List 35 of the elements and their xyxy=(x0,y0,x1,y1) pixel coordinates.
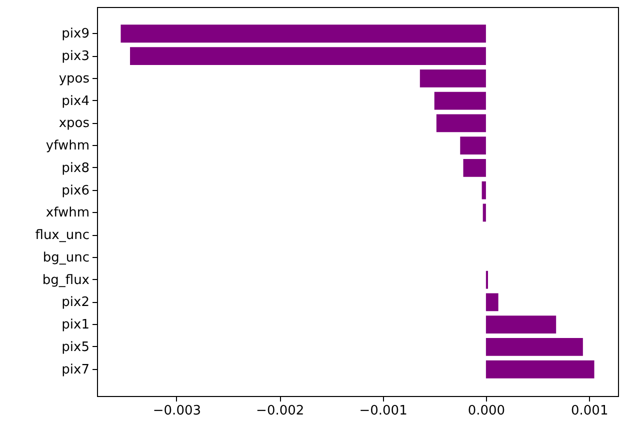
x-tick-label: −0.003 xyxy=(152,404,201,418)
y-tick-label: pix9 xyxy=(62,26,90,42)
bar xyxy=(420,69,486,88)
y-tick-label: pix3 xyxy=(62,49,90,64)
bar xyxy=(486,270,488,289)
x-tick-label: 0.001 xyxy=(571,404,608,418)
x-tick-label: −0.001 xyxy=(359,404,408,418)
y-tick-label: xpos xyxy=(58,116,90,132)
x-tick-label: 0.000 xyxy=(468,404,506,418)
bar xyxy=(486,338,583,356)
x-tick-label: −0.002 xyxy=(256,404,304,418)
y-tick-label: pix7 xyxy=(62,362,90,378)
bar xyxy=(486,316,556,334)
y-tick-label: yfwhm xyxy=(46,138,90,154)
y-tick-label: pix2 xyxy=(62,295,90,310)
bar xyxy=(486,293,498,312)
y-tick-label: pix8 xyxy=(62,160,90,176)
y-tick-label: pix5 xyxy=(62,340,90,355)
y-tick-label: ypos xyxy=(58,71,90,86)
bar xyxy=(130,47,486,65)
y-tick-label: bg_flux xyxy=(42,272,90,288)
bar xyxy=(482,204,486,222)
y-tick-label: flux_unc xyxy=(35,228,90,244)
y-tick-label: bg_unc xyxy=(42,250,90,266)
y-tick-label: xfwhm xyxy=(46,206,90,221)
y-tick-label: pix4 xyxy=(62,94,90,109)
bar xyxy=(463,158,486,177)
y-tick-label: pix1 xyxy=(62,318,90,333)
bar xyxy=(436,114,486,132)
bar xyxy=(486,360,594,378)
bar xyxy=(434,92,486,110)
bar xyxy=(120,24,486,43)
bar xyxy=(482,181,486,200)
bar xyxy=(460,136,486,154)
y-tick-label: pix6 xyxy=(62,183,90,198)
